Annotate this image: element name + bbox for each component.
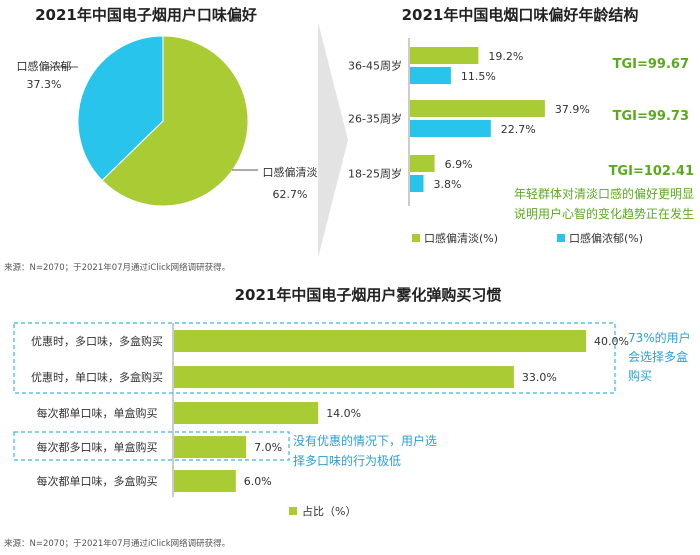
purchase-bar <box>174 330 586 352</box>
legend-label-rich: 口感偏浓郁(%) <box>569 231 643 245</box>
legend-swatch-rich <box>557 234 565 242</box>
callout-73-line1: 73%的用户 <box>628 330 691 345</box>
purchase-bar-value: 14.0% <box>326 407 361 420</box>
age-bar-rich <box>410 67 451 84</box>
pie-value-rich: 37.3% <box>27 78 62 91</box>
pie-slices <box>77 35 249 207</box>
age-bar-value: 37.9% <box>555 103 590 116</box>
tgi-36-45: TGI=99.67 <box>613 57 689 72</box>
purchase-category-label: 每次都多口味，单盒购买 <box>37 440 158 454</box>
pie-slice-1 <box>77 35 164 182</box>
pie-slice-0 <box>101 35 249 207</box>
age-chart-title: 2021年中国电烟口味偏好年龄结构 <box>402 6 639 24</box>
purchase-bar-value: 40.0% <box>594 335 629 348</box>
age-chart: 2021年中国电烟口味偏好年龄结构 36-45周岁 19.2% 11.5% 26-35… <box>348 6 694 245</box>
callout-no-discount-line2: 择多口味的行为极低 <box>293 453 401 468</box>
age-category-label: 18-25周岁 <box>348 167 402 181</box>
purchase-bar <box>174 436 247 458</box>
purchase-chart-title: 2021年中国电子烟用户雾化弹购买习惯 <box>235 286 502 304</box>
purchase-bar <box>174 366 514 388</box>
callout-no-discount-line1: 没有优惠的情况下，用户选 <box>293 433 437 448</box>
age-bar-light <box>410 100 545 117</box>
tgi-18-25: TGI=102.41 <box>609 164 694 179</box>
arrow-shape <box>318 22 348 258</box>
purchase-category-label: 每次都单口味，多盒购买 <box>37 474 158 488</box>
age-bar-value: 3.8% <box>434 178 462 191</box>
pie-chart: 2021年中国电子烟用户口味偏好 口感偏浓郁 37.3% 口感偏清淡 62.7% <box>17 6 318 207</box>
callout-73-line2: 会选择多盒 <box>628 349 688 364</box>
age-bar-rich <box>410 175 424 192</box>
legend-label-light: 口感偏清淡(%) <box>424 231 498 245</box>
tgi-26-35: TGI=99.73 <box>613 109 689 124</box>
pie-label-light: 口感偏清淡 <box>263 165 318 179</box>
purchase-bar <box>174 470 236 492</box>
source-top: 来源：N=2070；于2021年07月通过iClick网络调研获得。 <box>4 262 230 273</box>
purchase-bar <box>174 402 319 424</box>
purchase-bars: 优惠时，多口味，多盒购买 40.0% 优惠时，单口味，多盒购买 33.0% 每次都单口味… <box>31 330 629 492</box>
purchase-chart: 2021年中国电子烟用户雾化弹购买习惯 优惠时，多口味，多盒购买 40.0%优惠时… <box>13 286 691 518</box>
pie-value-light: 62.7% <box>273 188 308 201</box>
purchase-bar-value: 6.0% <box>244 475 272 488</box>
legend-swatch-light <box>412 234 420 242</box>
age-category-label: 36-45周岁 <box>348 59 402 73</box>
age-bar-value: 11.5% <box>461 70 496 83</box>
purchase-category-label: 每次都单口味，单盒购买 <box>37 406 158 420</box>
purchase-bar-value: 7.0% <box>254 441 282 454</box>
purchase-bar-value: 33.0% <box>522 371 557 384</box>
age-category-label: 26-35周岁 <box>348 112 402 126</box>
callout-73-line3: 购买 <box>628 368 652 383</box>
age-annotation-line2: 说明用户心智的变化趋势正在发生 <box>514 206 694 221</box>
highlight-box-no-discount <box>13 431 290 461</box>
age-bars: 36-45周岁 19.2% 11.5% 26-35周岁 37.9% 22.7% 18-25周… <box>348 47 590 192</box>
pie-label-rich: 口感偏浓郁 <box>17 59 72 73</box>
age-bar-light <box>410 155 435 172</box>
legend-label-share: 占比（%） <box>302 504 356 518</box>
purchase-category-label: 优惠时，多口味，多盒购买 <box>31 334 163 348</box>
pie-title: 2021年中国电子烟用户口味偏好 <box>35 6 257 24</box>
purchase-category-label: 优惠时，单口味，多盒购买 <box>31 370 163 384</box>
age-bar-value: 6.9% <box>445 158 473 171</box>
age-bar-light <box>410 47 479 64</box>
age-bar-rich <box>410 120 491 137</box>
age-annotation-line1: 年轻群体对清淡口感的偏好更明显 <box>514 186 694 201</box>
legend-swatch-share <box>289 507 297 515</box>
age-bar-value: 22.7% <box>501 123 536 136</box>
source-bottom: 来源：N=2070；于2021年07月通过iClick网络调研获得。 <box>4 538 230 549</box>
age-bar-value: 19.2% <box>488 50 523 63</box>
